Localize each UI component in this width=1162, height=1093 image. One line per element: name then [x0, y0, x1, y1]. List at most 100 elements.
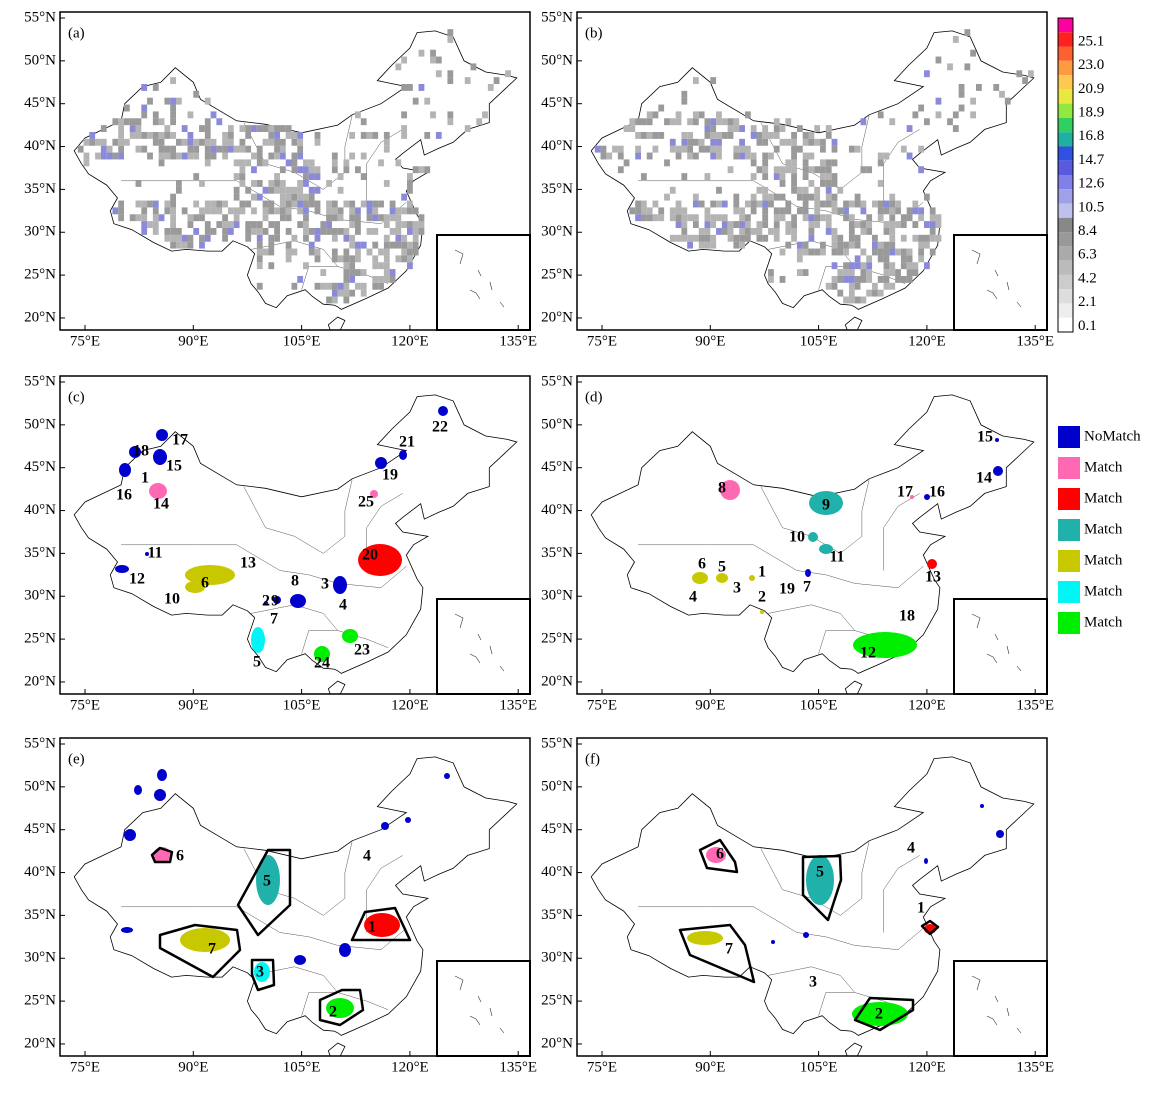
- precip-cell: [681, 97, 688, 105]
- precip-cell: [848, 275, 855, 283]
- precip-cell: [623, 159, 630, 167]
- precip-cell: [204, 145, 211, 153]
- precip-cell: [268, 207, 275, 215]
- precip-cell: [239, 179, 246, 187]
- precip-cell: [635, 118, 642, 126]
- precip-cell: [418, 166, 425, 174]
- precip-cell: [383, 179, 390, 187]
- province-border: [638, 544, 924, 588]
- precip-cell: [337, 214, 344, 222]
- lon-tick-label: 75°E: [587, 697, 617, 713]
- precip-cell: [349, 200, 356, 208]
- lon-tick-label: 90°E: [178, 333, 208, 349]
- precip-cell: [900, 221, 907, 229]
- region-label: 12: [860, 645, 876, 662]
- precip-cell: [401, 241, 408, 249]
- precip-cell: [924, 262, 930, 270]
- precip-cell: [337, 207, 344, 215]
- lon-tick-label: 135°E: [499, 697, 537, 713]
- precip-cell: [796, 207, 803, 215]
- precip-cell: [308, 248, 315, 256]
- lon-tick-label: 120°E: [391, 1059, 429, 1075]
- precip-cell: [762, 125, 769, 133]
- precip-cell: [279, 193, 286, 201]
- precip-cell: [164, 207, 171, 215]
- precip-cell: [175, 241, 182, 249]
- precip-cell: [889, 241, 896, 249]
- precip-cell: [135, 145, 142, 153]
- precip-cell: [245, 227, 252, 235]
- legend-swatch: [1058, 488, 1080, 510]
- precip-cell: [733, 241, 740, 249]
- cluster: [687, 931, 723, 945]
- precip-cell: [669, 138, 676, 146]
- lat-tick-label: 30°N: [541, 588, 573, 604]
- precip-cell: [640, 200, 647, 208]
- precip-cell: [383, 241, 390, 249]
- precip-cell: [883, 255, 890, 263]
- province-border: [818, 992, 855, 1016]
- cluster-outline: [678, 923, 756, 984]
- precip-cell: [744, 221, 751, 229]
- precip-cell: [739, 234, 745, 242]
- precip-cell: [837, 269, 844, 277]
- precip-cell: [395, 159, 402, 167]
- precip-cell: [355, 111, 361, 119]
- precip-cell: [808, 138, 815, 146]
- precip-cell: [268, 200, 275, 208]
- precip-cell: [170, 193, 176, 201]
- precip-cell: [640, 173, 647, 181]
- precip-cell: [170, 145, 176, 153]
- precip-cell: [285, 241, 292, 249]
- precip-cell: [629, 207, 636, 215]
- precip-cell: [360, 269, 367, 277]
- province-border: [883, 855, 920, 933]
- cluster: [771, 940, 775, 944]
- precip-cell: [883, 282, 890, 290]
- precip-cell: [710, 125, 717, 133]
- precip-cell: [164, 234, 171, 242]
- colorbar-frame: [1057, 17, 1074, 333]
- precip-cell: [187, 234, 194, 242]
- precip-cell: [854, 262, 861, 270]
- precip-cell: [773, 214, 780, 222]
- precip-cell: [698, 234, 705, 242]
- precip-cell: [389, 200, 396, 208]
- precip-cell: [808, 214, 815, 222]
- precip-cell: [314, 173, 321, 181]
- precip-cell: [918, 166, 925, 174]
- precip-cell: [314, 282, 321, 290]
- precip-cell: [343, 166, 350, 174]
- precip-cell: [297, 138, 304, 146]
- precip-cell: [692, 200, 699, 208]
- precip-cell: [889, 200, 896, 208]
- precip-cell: [652, 111, 659, 119]
- precip-cell: [331, 159, 338, 167]
- precip-cell: [710, 138, 717, 146]
- precip-cell: [331, 227, 338, 235]
- lat-tick-label: 55°N: [24, 9, 56, 25]
- precip-cell: [204, 118, 211, 126]
- inset: [436, 234, 531, 331]
- lat-tick-label: 25°N: [541, 267, 573, 283]
- precip-cell: [848, 282, 855, 290]
- precip-cell: [646, 111, 653, 119]
- precip-cell: [796, 186, 803, 194]
- precip-cell: [750, 173, 757, 181]
- precip-cell: [447, 35, 454, 43]
- precip-cell: [727, 227, 734, 235]
- precip-cell: [791, 173, 797, 181]
- colorbar-segment: [1058, 189, 1073, 204]
- precip-cell: [779, 207, 786, 215]
- lat-tick-label: 50°N: [24, 52, 56, 68]
- precip-cell: [129, 125, 136, 133]
- lat-tick-label: 20°N: [541, 309, 573, 325]
- precip-cell: [239, 125, 246, 133]
- precip-cell: [912, 200, 919, 208]
- precip-cell: [378, 282, 384, 290]
- precip-cell: [245, 131, 252, 139]
- precip-cell: [889, 193, 896, 201]
- cluster-outline: [698, 838, 739, 874]
- colorbar-label: 10.5: [1078, 199, 1104, 215]
- lat-tick-label: 20°N: [24, 309, 56, 325]
